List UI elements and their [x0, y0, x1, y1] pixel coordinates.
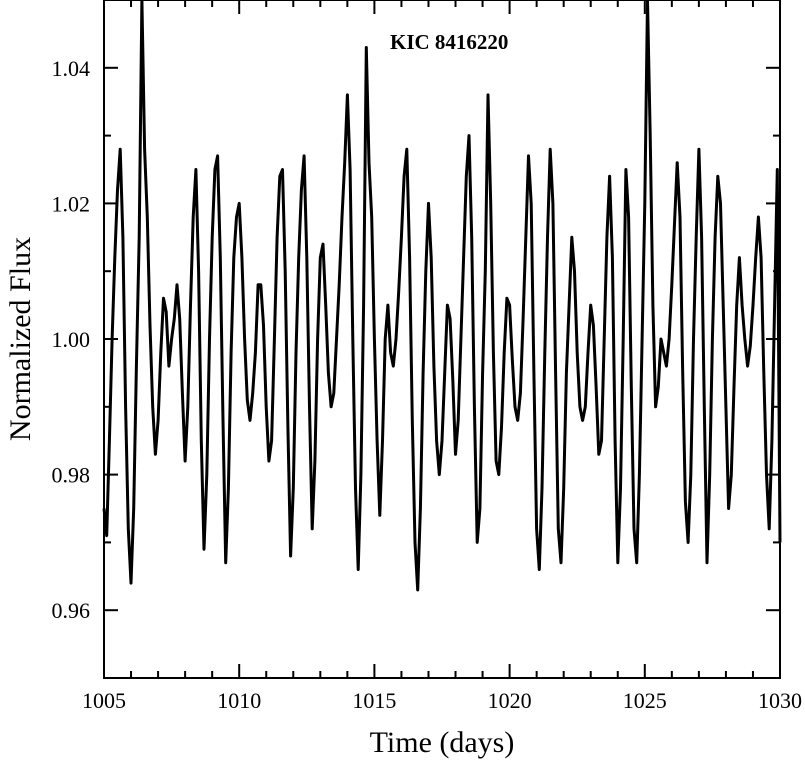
y-axis: 0.96 0.98 1.00 1.02 1.04: [52, 0, 780, 679]
y-tick-label: 0.96: [52, 598, 91, 623]
chart-title: KIC 8416220: [390, 30, 508, 54]
y-tick-label: 1.04: [52, 56, 91, 81]
plot-frame: [103, 0, 781, 679]
x-axis: 1005 1010 1015 1020 1025 1030: [82, 0, 802, 713]
x-tick-label: 1030: [758, 688, 802, 713]
x-tick-label: 1010: [217, 688, 261, 713]
x-tick-label: 1015: [352, 688, 396, 713]
y-tick-label: 1.00: [52, 327, 91, 352]
y-tick-label: 0.98: [52, 463, 91, 488]
x-tick-label: 1025: [623, 688, 667, 713]
y-tick-label: 1.02: [52, 191, 91, 216]
flux-series-line: [102, 0, 782, 592]
x-axis-title: Time (days): [370, 726, 515, 759]
x-tick-label: 1020: [488, 688, 532, 713]
y-axis-title: Normalized Flux: [4, 237, 37, 441]
x-tick-label: 1005: [82, 688, 126, 713]
